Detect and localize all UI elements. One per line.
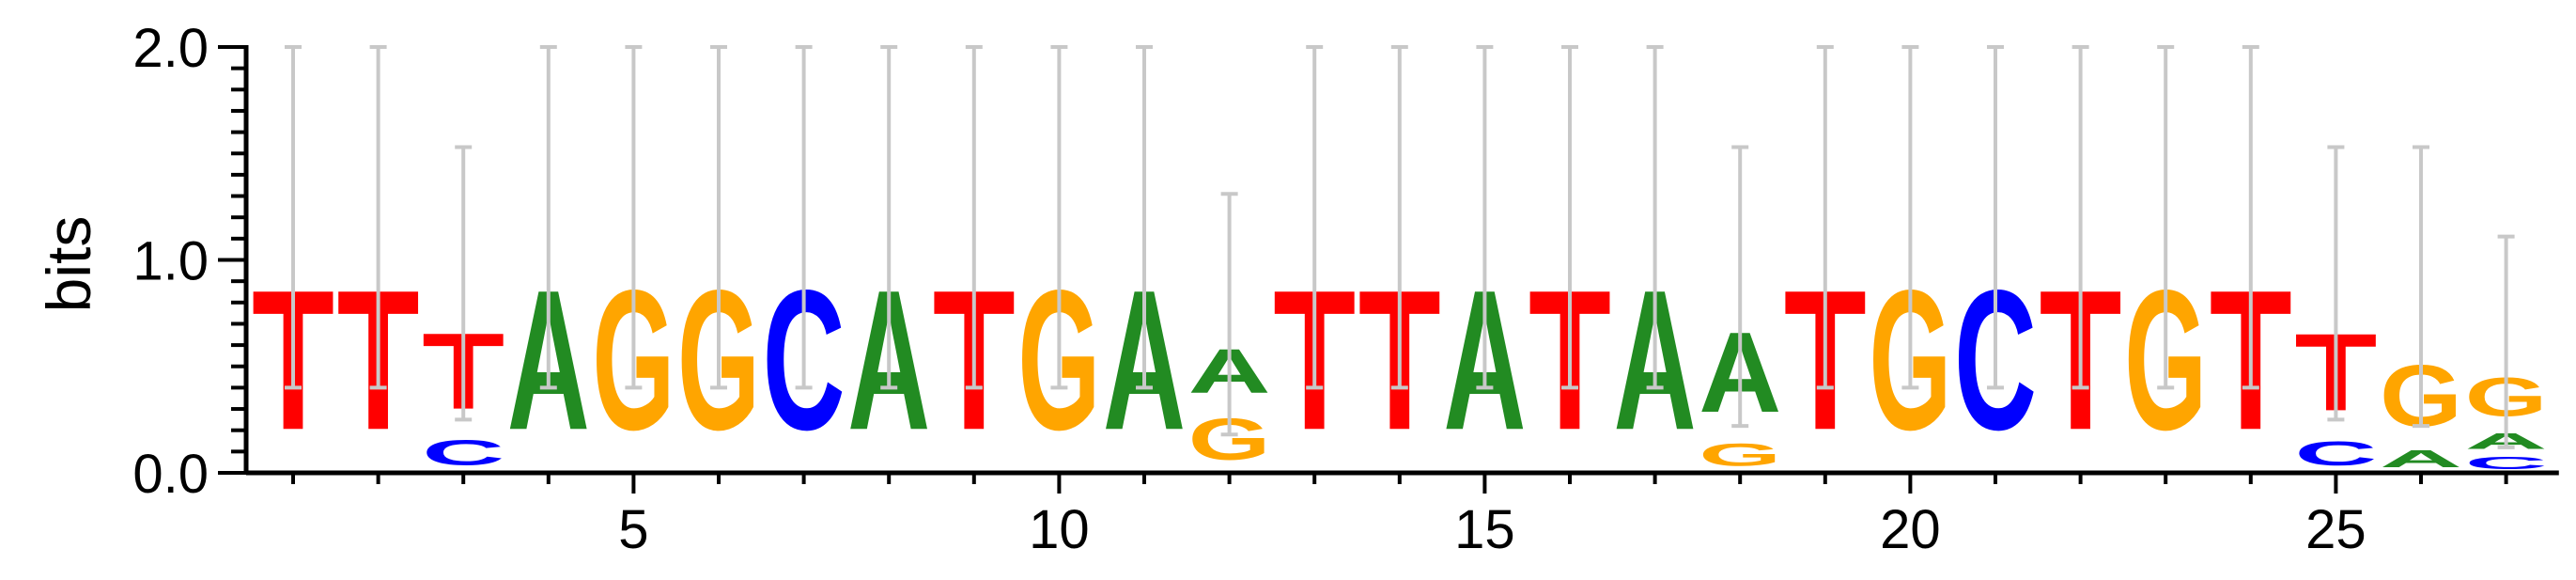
y-tick-label: 0.0: [132, 444, 209, 505]
x-tick-label: 20: [1880, 499, 1941, 560]
ticks: 0.0 1.0 2.0 5 10 15 20 25: [132, 18, 2508, 560]
x-tick-label: 15: [1454, 499, 1515, 560]
letter-stacks: TTCTAGGCATGAGATTATAGATGCTGTCTAGCAG: [252, 248, 2548, 473]
y-tick-label: 2.0: [132, 18, 209, 79]
logo-letter-g: G: [1699, 436, 1781, 473]
logo-letter-c: C: [2465, 454, 2548, 473]
x-tick-label: 25: [2305, 499, 2367, 560]
y-axis-label: bits: [34, 216, 103, 313]
x-tick-label: 10: [1029, 499, 1090, 560]
logo-letter-c: C: [422, 432, 504, 473]
x-tick-label: 5: [618, 499, 648, 560]
error-bars: [285, 45, 2515, 449]
logo-letter-c: C: [2294, 435, 2377, 473]
logo-letter-a: A: [2380, 445, 2462, 473]
y-tick-label: 1.0: [132, 231, 209, 292]
